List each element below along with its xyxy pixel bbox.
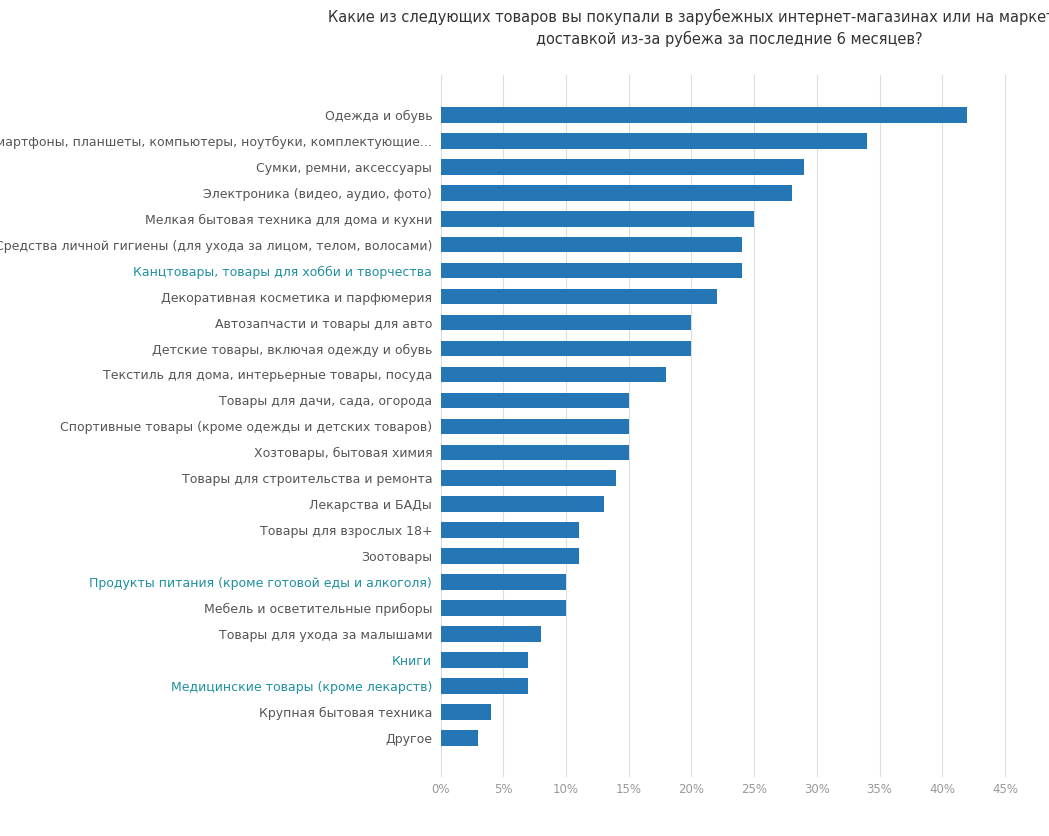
Bar <box>441 237 742 252</box>
Bar <box>441 263 742 278</box>
Bar <box>441 133 868 149</box>
Bar <box>441 548 579 564</box>
Bar <box>441 445 628 460</box>
Bar <box>441 419 628 434</box>
Bar <box>441 315 691 330</box>
Bar <box>441 341 691 356</box>
Bar <box>441 704 491 720</box>
Bar <box>441 522 579 538</box>
Bar <box>441 678 529 694</box>
Bar <box>441 626 541 642</box>
Bar <box>441 471 616 486</box>
Bar <box>441 107 967 123</box>
Bar <box>441 497 603 512</box>
Bar <box>441 652 529 668</box>
Bar <box>441 288 716 304</box>
Title: Какие из следующих товаров вы покупали в зарубежных интернет-магазинах или на ма: Какие из следующих товаров вы покупали в… <box>328 8 1049 48</box>
Bar <box>441 730 478 746</box>
Bar <box>441 393 628 408</box>
Bar <box>441 600 566 616</box>
Bar <box>441 211 754 227</box>
Bar <box>441 185 792 201</box>
Bar <box>441 574 566 590</box>
Bar <box>441 367 666 382</box>
Bar <box>441 159 805 175</box>
